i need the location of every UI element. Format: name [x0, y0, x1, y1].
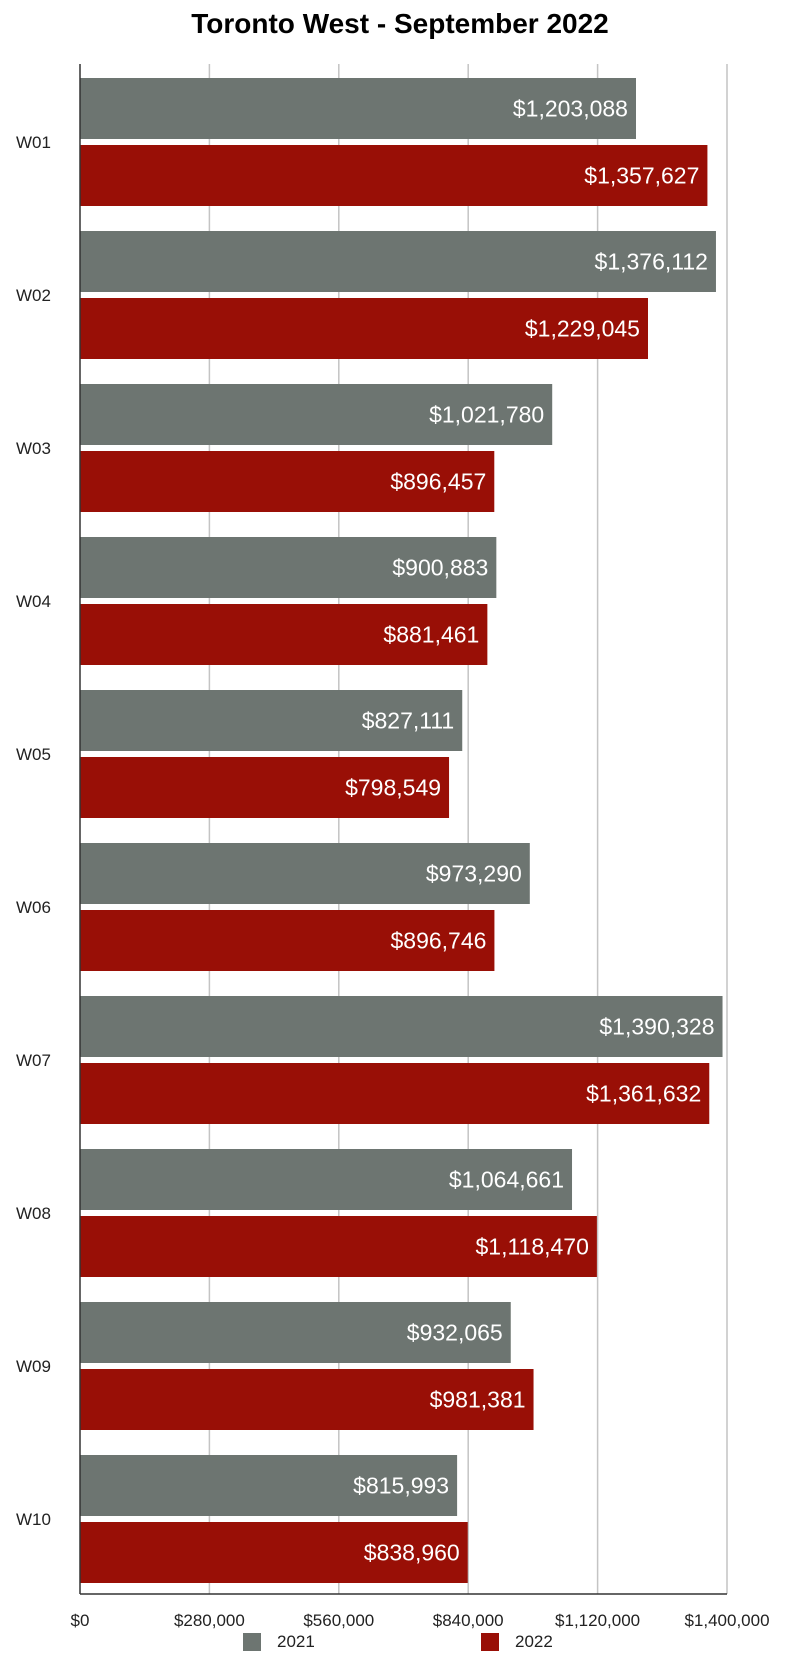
x-tick-label: $840,000 — [433, 1611, 504, 1630]
bar-value-label: $1,390,328 — [599, 1014, 714, 1040]
x-tick-label: $1,120,000 — [555, 1611, 640, 1630]
x-tick-label: $280,000 — [174, 1611, 245, 1630]
bar-2022 — [80, 757, 450, 818]
category-label: W06 — [16, 898, 51, 917]
bar-2021 — [80, 384, 553, 445]
bar-2021 — [80, 78, 636, 139]
bar-2021 — [80, 690, 463, 751]
bar-2021 — [80, 1149, 573, 1210]
bar-2022 — [80, 145, 708, 206]
bar-value-label: $838,960 — [364, 1540, 460, 1566]
category-label: W03 — [16, 439, 51, 458]
bar-value-label: $798,549 — [345, 775, 441, 801]
legend-item-2021: 2021 — [243, 1632, 315, 1652]
bar-2022 — [80, 1216, 597, 1277]
legend-item-2022: 2022 — [481, 1632, 553, 1652]
category-label: W02 — [16, 286, 51, 305]
bar-2022 — [80, 298, 648, 359]
category-label: W01 — [16, 133, 51, 152]
bar-value-label: $1,064,661 — [449, 1167, 564, 1193]
bar-value-label: $881,461 — [383, 622, 479, 648]
gridlines — [208, 64, 728, 1594]
bar-value-label: $896,457 — [390, 469, 486, 495]
legend: 2021 2022 — [0, 1632, 800, 1660]
bar-value-label: $1,229,045 — [525, 316, 640, 342]
bar-2021 — [80, 843, 530, 904]
bar-value-label: $973,290 — [426, 861, 522, 887]
bar-2021 — [80, 231, 716, 292]
legend-swatch — [481, 1633, 499, 1651]
category-label: W07 — [16, 1051, 51, 1070]
value-labels: $1,203,088 $1,357,627 $1,376,112 $1,229,045… — [345, 96, 714, 1566]
bar-2022 — [80, 1369, 534, 1430]
bar-2021 — [80, 537, 497, 598]
bar-2022 — [80, 910, 495, 971]
bar-value-label: $1,118,470 — [475, 1234, 588, 1260]
bar-value-label: $932,065 — [407, 1320, 503, 1346]
bar-value-label: $815,993 — [353, 1473, 449, 1499]
bars — [80, 78, 723, 1583]
bar-value-label: $1,021,780 — [429, 402, 544, 428]
bar-value-label: $1,203,088 — [513, 96, 628, 122]
legend-label: 2021 — [277, 1632, 315, 1651]
bar-value-label: $827,111 — [362, 708, 455, 734]
x-tick-label: $1,400,000 — [684, 1611, 769, 1630]
legend-label: 2022 — [515, 1632, 553, 1651]
category-label: W09 — [16, 1357, 51, 1376]
category-label: W05 — [16, 745, 51, 764]
x-tick-label: $0 — [71, 1611, 90, 1630]
bar-2021 — [80, 1455, 458, 1516]
bar-value-label: $1,376,112 — [595, 249, 708, 275]
category-label: W08 — [16, 1204, 51, 1223]
bar-2021 — [80, 1302, 511, 1363]
bar-value-label: $1,357,627 — [584, 163, 699, 189]
bar-2022 — [80, 1063, 710, 1124]
category-label: W10 — [16, 1510, 51, 1529]
bar-value-label: $981,381 — [430, 1387, 526, 1413]
bar-2022 — [80, 604, 488, 665]
bar-value-label: $1,361,632 — [586, 1081, 701, 1107]
chart-title: Toronto West - September 2022 — [191, 8, 609, 39]
legend-swatch — [243, 1633, 261, 1651]
axes: $0 $280,000 $560,000 $840,000 $1,120,000 $1,4… — [16, 64, 770, 1630]
bar-value-label: $900,883 — [392, 555, 488, 581]
category-label: W04 — [16, 592, 51, 611]
bar-2022 — [80, 1522, 468, 1583]
bar-2022 — [80, 451, 495, 512]
bar-value-label: $896,746 — [390, 928, 486, 954]
bar-2021 — [80, 996, 723, 1057]
x-tick-label: $560,000 — [303, 1611, 374, 1630]
